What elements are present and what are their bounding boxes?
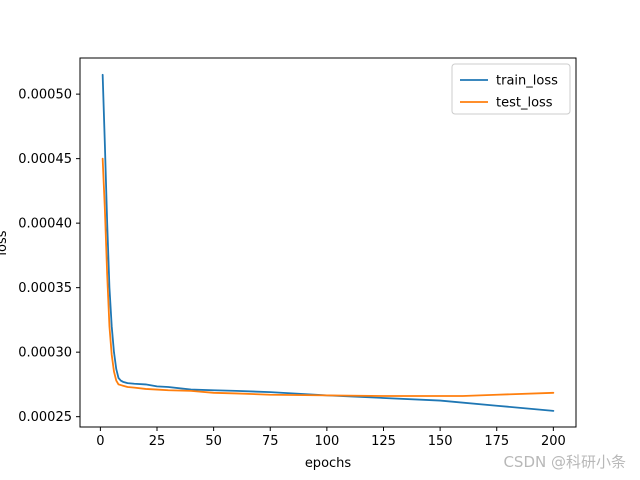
- axes-frame: [79, 57, 577, 428]
- y-axis-label: loss: [0, 230, 10, 255]
- y-tick-label: 0.00030: [18, 346, 72, 361]
- x-tick-label: 25: [149, 434, 166, 449]
- y-tick-label: 0.00040: [18, 217, 72, 232]
- x-tick-label: 50: [205, 434, 222, 449]
- x-axis: 0 25 50 75 100 125 150 175 200: [96, 427, 566, 449]
- watermark: CSDN @科研小条: [503, 453, 626, 471]
- y-tick-label: 0.00025: [18, 410, 72, 425]
- x-tick-label: 75: [262, 434, 279, 449]
- y-tick-label: 0.00035: [18, 281, 72, 296]
- series-line-test-loss: [101, 157, 555, 397]
- series-line-train-loss: [101, 73, 555, 412]
- x-axis-label: epochs: [305, 456, 352, 471]
- y-tick-label: 0.00050: [18, 88, 72, 103]
- x-tick-label: 0: [96, 434, 104, 449]
- x-tick-label: 200: [541, 434, 566, 449]
- plot-lines: [101, 73, 555, 412]
- legend-label-train-loss: train_loss: [496, 74, 558, 89]
- x-tick-label: 100: [314, 434, 339, 449]
- legend: train_loss test_loss: [451, 63, 571, 115]
- y-axis: 0.00025 0.00030 0.00035 0.00040 0.00045 0.000…: [18, 88, 80, 425]
- x-tick-label: 125: [371, 434, 396, 449]
- x-tick-label: 175: [484, 434, 509, 449]
- y-tick-label: 0.00045: [18, 152, 72, 167]
- x-tick-label: 150: [428, 434, 453, 449]
- legend-label-test-loss: test_loss: [496, 96, 553, 111]
